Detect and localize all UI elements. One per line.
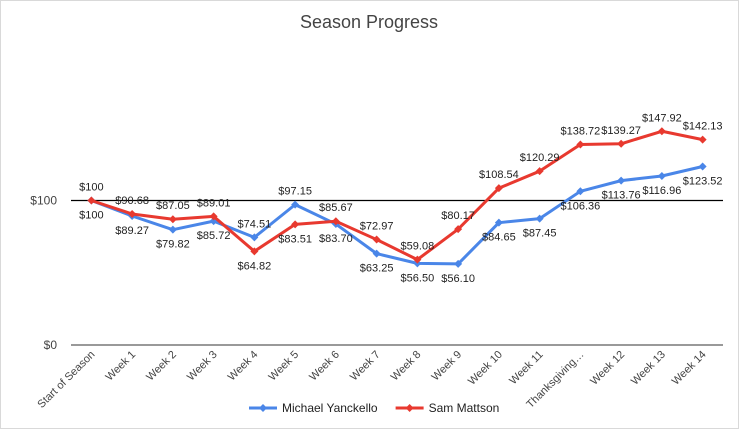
data-point[interactable] <box>698 162 707 171</box>
data-point[interactable] <box>535 167 544 176</box>
data-label: $139.27 <box>601 125 641 137</box>
data-label: $108.54 <box>479 169 519 181</box>
x-tick-label: Week 12 <box>588 349 627 388</box>
data-label: $85.67 <box>319 202 353 214</box>
data-point[interactable] <box>209 212 218 221</box>
data-point[interactable] <box>331 217 340 226</box>
data-point[interactable] <box>413 255 422 264</box>
x-tick-label: Week 10 <box>466 349 505 388</box>
x-tick-label: Week 7 <box>348 349 383 384</box>
data-label-layer: $100 $89.27 $79.82 $85.72 $74.51 $97.15 $83.70… <box>79 112 722 285</box>
legend-label: Michael Yanckello <box>282 401 378 415</box>
x-tick-label: Week 2 <box>144 349 179 384</box>
x-tick-label: Start of Season <box>35 349 97 411</box>
data-label: $142.13 <box>683 121 723 133</box>
data-point[interactable] <box>617 176 626 185</box>
data-label: $83.51 <box>278 233 312 245</box>
x-tick-label: Week 3 <box>185 349 220 384</box>
data-point[interactable] <box>535 214 544 223</box>
data-label: $79.82 <box>156 239 190 251</box>
data-label: $59.08 <box>401 241 435 253</box>
data-label: $147.92 <box>642 112 682 124</box>
data-label: $106.36 <box>560 200 600 212</box>
data-point[interactable] <box>372 249 381 258</box>
data-point[interactable] <box>291 200 300 209</box>
data-label: $89.01 <box>197 197 231 209</box>
data-label: $138.72 <box>560 126 600 138</box>
data-label: $84.65 <box>482 232 516 244</box>
data-point[interactable] <box>657 171 666 180</box>
data-point[interactable] <box>87 196 96 205</box>
data-point[interactable] <box>576 187 585 196</box>
y-tick-label: $0 <box>44 338 58 352</box>
data-label: $72.97 <box>360 221 394 233</box>
data-label: $80.17 <box>441 210 475 222</box>
data-label: $87.45 <box>523 228 557 240</box>
data-point[interactable] <box>250 247 259 256</box>
legend-swatch-marker <box>405 404 414 412</box>
legend[interactable]: Michael Yanckello Sam Mattson <box>249 401 499 415</box>
data-point[interactable] <box>494 218 503 227</box>
data-label: $85.72 <box>197 230 231 242</box>
data-point[interactable] <box>617 139 626 148</box>
legend-swatch-marker <box>259 404 267 412</box>
x-tick-label: Week 5 <box>267 349 302 384</box>
series-line-1 <box>90 129 703 262</box>
data-label: $120.29 <box>520 152 560 164</box>
x-tick-label: Week 8 <box>389 349 424 384</box>
data-point[interactable] <box>657 127 666 136</box>
data-point[interactable] <box>454 259 463 268</box>
x-tick-label: Week 4 <box>226 349 261 384</box>
data-label: $113.76 <box>602 190 641 202</box>
legend-item-0[interactable]: Michael Yanckello <box>249 401 378 415</box>
data-label: $56.10 <box>441 273 475 285</box>
data-point[interactable] <box>168 225 177 234</box>
data-label: $100 <box>79 210 103 222</box>
y-tick-label: $100 <box>30 194 57 208</box>
data-point[interactable] <box>291 220 300 229</box>
data-point[interactable] <box>576 140 585 149</box>
data-label: $90.68 <box>115 195 149 207</box>
data-label: $64.82 <box>238 260 272 272</box>
data-label: $89.27 <box>115 225 149 237</box>
series-line-0 <box>90 165 703 266</box>
data-label: $56.50 <box>401 272 435 284</box>
data-point[interactable] <box>372 235 381 244</box>
series-layer <box>87 127 707 268</box>
data-label: $63.25 <box>360 263 394 275</box>
data-label: $116.96 <box>642 185 681 197</box>
data-point[interactable] <box>494 184 503 193</box>
data-point[interactable] <box>454 225 463 234</box>
data-point[interactable] <box>698 135 707 144</box>
data-label: $74.51 <box>238 218 272 230</box>
data-point[interactable] <box>128 209 137 218</box>
x-tick-label: Week 14 <box>670 349 709 388</box>
chart-title: Season Progress <box>300 12 438 32</box>
data-label: $100 <box>79 182 103 194</box>
x-tick-label: Week 13 <box>629 349 668 388</box>
legend-label: Sam Mattson <box>429 401 500 415</box>
x-tick-label: Week 1 <box>104 349 139 384</box>
data-label: $123.52 <box>683 176 723 188</box>
x-tick-label: Week 6 <box>307 349 342 384</box>
data-label: $87.05 <box>156 200 190 212</box>
data-label: $83.70 <box>319 233 353 245</box>
legend-item-1[interactable]: Sam Mattson <box>395 401 500 415</box>
data-point[interactable] <box>168 215 177 224</box>
data-point[interactable] <box>250 233 259 242</box>
data-label: $97.15 <box>278 186 312 198</box>
x-tick-label: Week 9 <box>430 349 465 384</box>
x-tick-label: Week 11 <box>507 349 545 387</box>
